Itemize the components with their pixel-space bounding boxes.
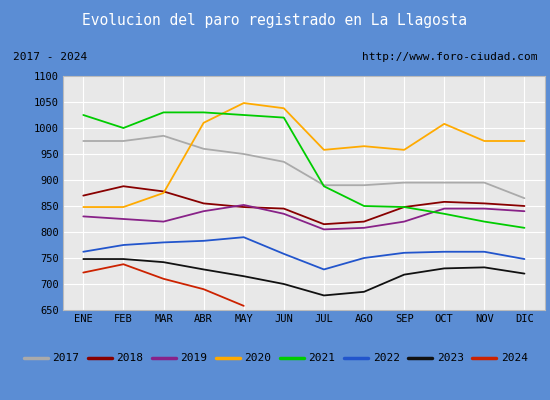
Text: 2019: 2019	[180, 353, 207, 363]
Text: Evolucion del paro registrado en La Llagosta: Evolucion del paro registrado en La Llag…	[82, 12, 468, 28]
Text: 2018: 2018	[117, 353, 144, 363]
Text: http://www.foro-ciudad.com: http://www.foro-ciudad.com	[362, 52, 537, 62]
Text: 2021: 2021	[309, 353, 336, 363]
Text: 2020: 2020	[245, 353, 272, 363]
Text: 2024: 2024	[500, 353, 527, 363]
Text: 2017: 2017	[53, 353, 80, 363]
Text: 2023: 2023	[437, 353, 464, 363]
Text: 2022: 2022	[373, 353, 400, 363]
Text: 2017 - 2024: 2017 - 2024	[13, 52, 87, 62]
